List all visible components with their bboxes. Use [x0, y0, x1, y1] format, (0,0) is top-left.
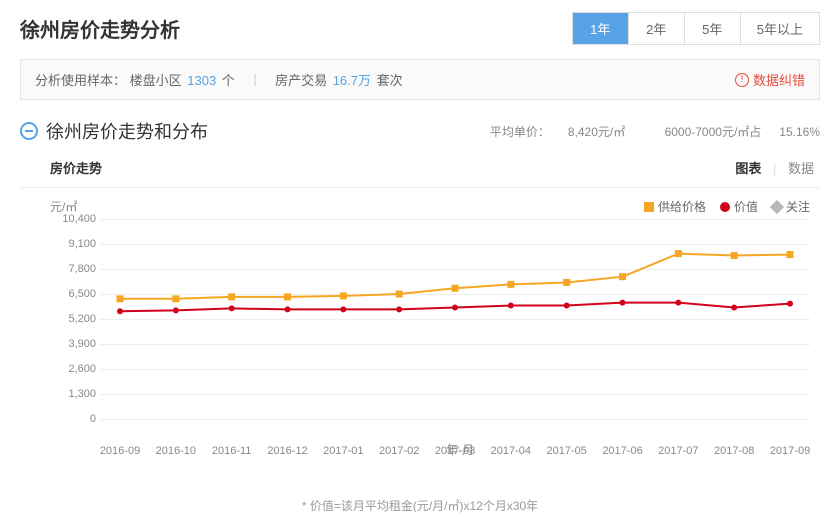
- series-marker: [787, 251, 794, 258]
- series-marker: [675, 300, 681, 306]
- chart-footnote: * 价值=该月平均租金(元/月/㎡)x12个月x30年: [20, 497, 820, 514]
- legend-label: 关注: [786, 198, 810, 215]
- chart-subtitle: 房价走势: [50, 158, 102, 177]
- divider: |: [771, 161, 778, 176]
- view-toggle: 图表 | 数据: [729, 158, 820, 177]
- series-marker: [731, 252, 738, 259]
- series-marker: [396, 291, 403, 298]
- series-marker: [284, 293, 291, 300]
- view-data-tab[interactable]: 数据: [782, 157, 820, 180]
- series-marker: [340, 292, 347, 299]
- series-marker: [731, 304, 737, 310]
- x-tick-label: 2017-05: [546, 445, 586, 457]
- series-marker: [508, 303, 514, 309]
- x-tick-label: 2017-04: [491, 445, 531, 457]
- time-tab-2[interactable]: 5年: [685, 13, 741, 44]
- series-marker: [172, 295, 179, 302]
- y-tick-label: 3,900: [50, 338, 96, 350]
- series-marker: [285, 306, 291, 312]
- x-tick-label: 2017-01: [323, 445, 363, 457]
- legend-label: 供给价格: [658, 198, 706, 215]
- legend-marker-icon: [644, 202, 654, 212]
- series-marker: [340, 306, 346, 312]
- section-stats: 平均单价：8,420元/㎡ 6000-7000元/㎡占15.16%: [454, 123, 820, 140]
- series-marker: [507, 281, 514, 288]
- time-tab-1[interactable]: 2年: [629, 13, 685, 44]
- y-tick-label: 2,600: [50, 363, 96, 375]
- x-tick-label: 2017-06: [602, 445, 642, 457]
- time-tab-0[interactable]: 1年: [573, 13, 629, 44]
- legend-item-1: 价值: [720, 198, 758, 215]
- sample-info-text: 分析使用样本： 楼盘小区 1303 个 丨 房产交易 16.7万 套次: [35, 70, 403, 89]
- series-marker: [117, 308, 123, 314]
- x-tick-label: 2017-09: [770, 445, 810, 457]
- time-range-tabs: 1年2年5年5年以上: [572, 12, 820, 45]
- legend-marker-icon: [770, 199, 784, 213]
- sample-count: 1303: [187, 73, 216, 88]
- y-tick-label: 0: [50, 413, 96, 425]
- exclaim-icon: !: [735, 73, 749, 87]
- separator: 丨: [248, 73, 261, 88]
- y-tick-label: 5,200: [50, 313, 96, 325]
- y-tick-label: 9,100: [50, 238, 96, 250]
- series-marker: [396, 306, 402, 312]
- x-tick-label: 2017-08: [714, 445, 754, 457]
- y-tick-label: 10,400: [50, 213, 96, 225]
- chart-container: 供给价格价值关注 元/㎡ 01,3002,6003,9005,2006,5007…: [20, 187, 820, 485]
- series-line-0: [120, 254, 790, 299]
- x-tick-label: 2016-12: [267, 445, 307, 457]
- y-tick-label: 7,800: [50, 263, 96, 275]
- series-marker: [787, 301, 793, 307]
- legend-item-2: 关注: [772, 198, 810, 215]
- collapse-icon[interactable]: [20, 122, 38, 140]
- series-marker: [675, 250, 682, 257]
- x-tick-label: 2017-02: [379, 445, 419, 457]
- sample-info-bar: 分析使用样本： 楼盘小区 1303 个 丨 房产交易 16.7万 套次 ! 数据…: [20, 59, 820, 100]
- series-marker: [563, 279, 570, 286]
- time-tab-3[interactable]: 5年以上: [741, 13, 819, 44]
- view-chart-tab[interactable]: 图表: [729, 157, 767, 180]
- x-tick-label: 2017-07: [658, 445, 698, 457]
- series-marker: [564, 303, 570, 309]
- legend-label: 价值: [734, 198, 758, 215]
- legend-marker-icon: [720, 202, 730, 212]
- series-marker: [117, 295, 124, 302]
- series-marker: [173, 307, 179, 313]
- x-tick-label: 2016-09: [100, 445, 140, 457]
- x-tick-label: 2016-10: [156, 445, 196, 457]
- series-marker: [620, 300, 626, 306]
- y-tick-label: 1,300: [50, 388, 96, 400]
- gridline: [100, 419, 810, 420]
- section-title: 徐州房价走势和分布: [46, 118, 208, 144]
- page-title: 徐州房价走势分析: [20, 14, 180, 43]
- chart-legend: 供给价格 价值 关注: [644, 198, 810, 215]
- series-marker: [228, 293, 235, 300]
- series-marker: [619, 273, 626, 280]
- series-marker: [452, 285, 459, 292]
- x-tick-label: 2017-03: [435, 445, 475, 457]
- series-marker: [452, 304, 458, 310]
- x-tick-label: 2016-11: [212, 445, 252, 457]
- data-feedback-link[interactable]: ! 数据纠错: [735, 70, 805, 89]
- series-marker: [229, 305, 235, 311]
- legend-item-0: 供给价格: [644, 198, 706, 215]
- y-tick-label: 6,500: [50, 288, 96, 300]
- trade-count: 16.7万: [333, 73, 371, 88]
